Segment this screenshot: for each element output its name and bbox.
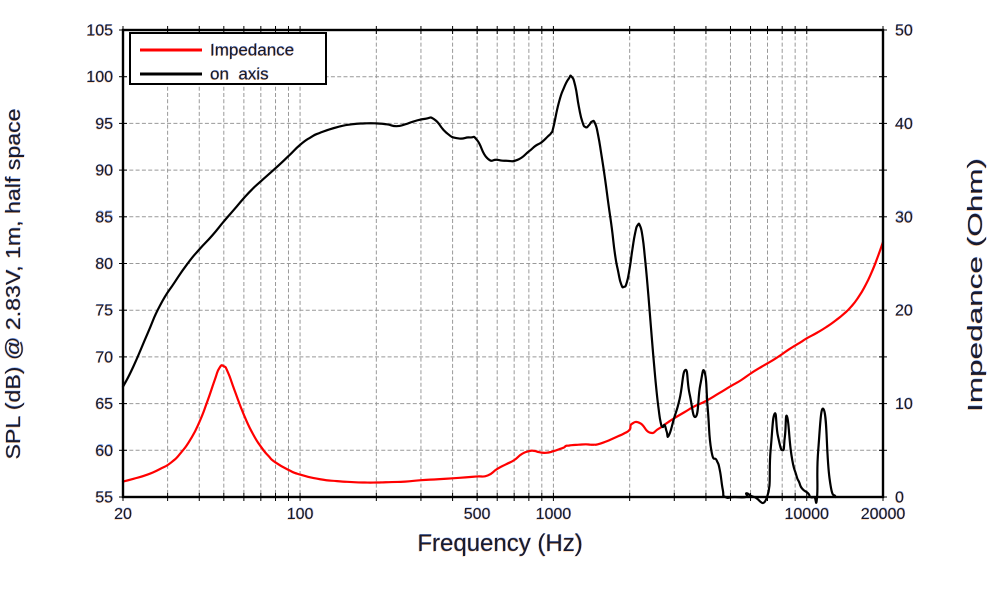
svg-text:85: 85	[95, 209, 113, 226]
svg-text:50: 50	[895, 23, 913, 40]
svg-text:Frequency (Hz): Frequency (Hz)	[417, 530, 582, 557]
svg-text:10: 10	[895, 396, 913, 413]
svg-text:0: 0	[895, 490, 904, 507]
svg-text:10000: 10000	[784, 506, 829, 523]
svg-text:1000: 1000	[536, 506, 572, 523]
svg-text:75: 75	[95, 303, 113, 320]
svg-text:100: 100	[86, 69, 113, 86]
svg-text:Impedance (Ohm): Impedance (Ohm)	[965, 158, 987, 412]
svg-text:60: 60	[95, 443, 113, 460]
svg-text:30: 30	[895, 209, 913, 226]
svg-text:500: 500	[464, 506, 491, 523]
svg-text:20: 20	[114, 506, 132, 523]
svg-text:Impedance: Impedance	[210, 41, 294, 60]
svg-text:65: 65	[95, 396, 113, 413]
svg-text:20000: 20000	[861, 506, 906, 523]
svg-text:SPL (dB) @ 2.83V, 1m, half spa: SPL (dB) @ 2.83V, 1m, half space	[3, 109, 25, 460]
svg-text:40: 40	[895, 116, 913, 133]
svg-text:100: 100	[287, 506, 314, 523]
svg-text:95: 95	[95, 116, 113, 133]
svg-text:55: 55	[95, 490, 113, 507]
svg-text:on axis: on axis	[210, 65, 269, 84]
svg-text:105: 105	[86, 23, 113, 40]
svg-text:20: 20	[895, 303, 913, 320]
svg-text:80: 80	[95, 256, 113, 273]
svg-text:90: 90	[95, 163, 113, 180]
svg-text:70: 70	[95, 349, 113, 366]
